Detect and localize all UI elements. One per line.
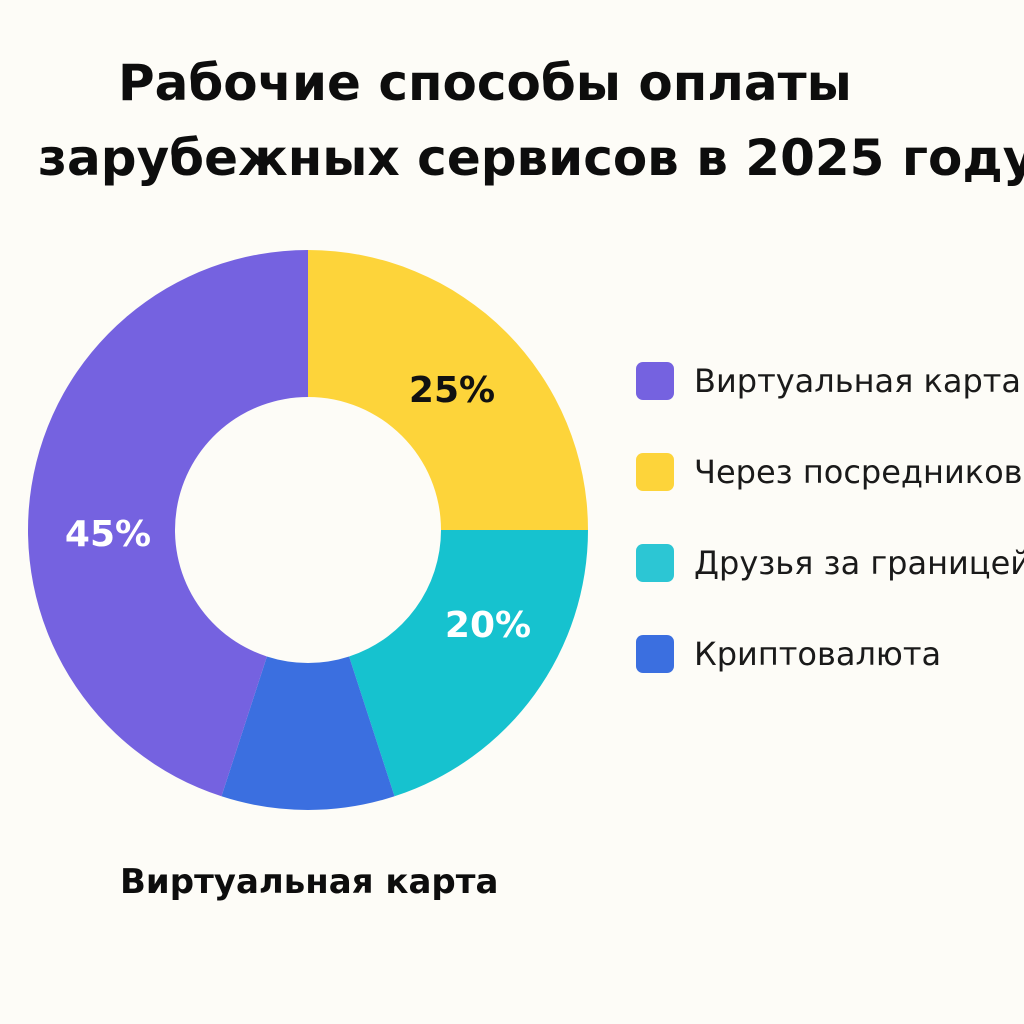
slice-friends-abroad [349, 530, 588, 797]
legend-swatch-crypto [636, 635, 674, 673]
slice-label-intermediaries: 25% [409, 370, 495, 411]
legend-item-crypto: Криптовалюта [636, 629, 1024, 720]
legend-swatch-friends-abroad [636, 544, 674, 582]
legend-label-intermediaries: Через посредников [694, 453, 1023, 491]
slice-label-virtual-card: 45% [65, 514, 151, 555]
slice-label-friends-abroad: 20% [445, 605, 531, 646]
slice-intermediaries [308, 250, 588, 530]
slice-crypto [221, 656, 395, 811]
slice-virtual-card [27, 250, 309, 797]
legend-label-crypto: Криптовалюта [694, 635, 942, 673]
legend-swatch-intermediaries [636, 453, 674, 491]
legend-swatch-virtual-card [636, 362, 674, 400]
legend-label-virtual-card: Виртуальная карта [694, 362, 1022, 400]
chart-legend: Виртуальная карта Через посредников Друз… [636, 356, 1024, 720]
chart-title-line-1: Рабочие способы оплаты [118, 54, 852, 112]
legend-item-friends-abroad: Друзья за границей [636, 538, 1024, 629]
legend-item-virtual-card: Виртуальная карта [636, 356, 1024, 447]
chart-title-line-2: зарубежных сервисов в 2025 году [38, 129, 1024, 187]
legend-label-friends-abroad: Друзья за границей [694, 544, 1024, 582]
legend-item-intermediaries: Через посредников [636, 447, 1024, 538]
chart-caption: Виртуальная карта [120, 862, 499, 902]
